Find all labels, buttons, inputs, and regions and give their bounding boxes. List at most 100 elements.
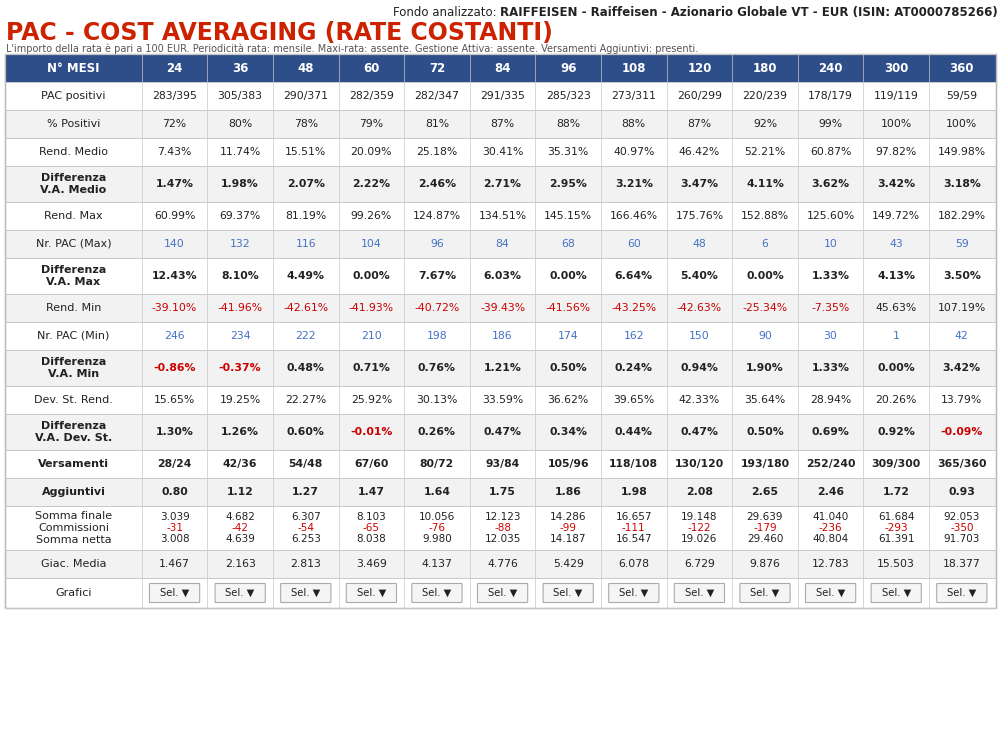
Text: 78%: 78% bbox=[294, 119, 318, 129]
FancyBboxPatch shape bbox=[871, 584, 921, 602]
Bar bbox=[5, 322, 996, 350]
Text: 8.103: 8.103 bbox=[356, 512, 386, 522]
Text: 60.99%: 60.99% bbox=[154, 211, 195, 221]
Text: 6.64%: 6.64% bbox=[615, 271, 653, 281]
Text: 4.13%: 4.13% bbox=[877, 271, 915, 281]
Text: 1.21%: 1.21% bbox=[484, 363, 522, 373]
Text: 2.22%: 2.22% bbox=[352, 179, 390, 189]
Text: -236: -236 bbox=[819, 523, 842, 533]
Bar bbox=[5, 258, 996, 294]
Text: 5.429: 5.429 bbox=[553, 559, 584, 569]
Text: 30: 30 bbox=[824, 331, 838, 341]
Text: -43.25%: -43.25% bbox=[611, 303, 656, 313]
FancyBboxPatch shape bbox=[543, 584, 593, 602]
Text: 273/311: 273/311 bbox=[611, 91, 656, 101]
Text: 0.60%: 0.60% bbox=[287, 427, 325, 437]
Text: Nr. PAC (Max): Nr. PAC (Max) bbox=[36, 239, 111, 249]
Text: Versamenti: Versamenti bbox=[38, 459, 109, 469]
Text: Sel. ▼: Sel. ▼ bbox=[225, 588, 255, 598]
FancyBboxPatch shape bbox=[149, 584, 200, 602]
Bar bbox=[5, 166, 996, 202]
Text: 1.98: 1.98 bbox=[620, 487, 647, 497]
Text: 87%: 87% bbox=[687, 119, 711, 129]
Text: 2.813: 2.813 bbox=[290, 559, 321, 569]
Text: 5.40%: 5.40% bbox=[680, 271, 718, 281]
Text: 2.95%: 2.95% bbox=[549, 179, 587, 189]
Text: 54/48: 54/48 bbox=[289, 459, 323, 469]
Text: 16.547: 16.547 bbox=[616, 534, 652, 544]
Bar bbox=[5, 350, 996, 386]
Text: 3.469: 3.469 bbox=[356, 559, 387, 569]
Text: 3.42%: 3.42% bbox=[877, 179, 915, 189]
Text: 6.078: 6.078 bbox=[618, 559, 649, 569]
Text: 1.90%: 1.90% bbox=[746, 363, 784, 373]
Bar bbox=[5, 294, 996, 322]
Text: % Positivi: % Positivi bbox=[47, 119, 100, 129]
Text: 41.040: 41.040 bbox=[812, 512, 849, 522]
Text: 100%: 100% bbox=[946, 119, 977, 129]
Text: 3.18%: 3.18% bbox=[943, 179, 981, 189]
Text: 42/36: 42/36 bbox=[223, 459, 257, 469]
Text: 222: 222 bbox=[295, 331, 316, 341]
Text: 309/300: 309/300 bbox=[872, 459, 921, 469]
Text: 0.44%: 0.44% bbox=[615, 427, 653, 437]
Text: 0.93: 0.93 bbox=[948, 487, 975, 497]
Text: 3.50%: 3.50% bbox=[943, 271, 981, 281]
Text: 16.657: 16.657 bbox=[616, 512, 652, 522]
Text: 61.391: 61.391 bbox=[878, 534, 914, 544]
Text: 100%: 100% bbox=[881, 119, 912, 129]
Text: 59/59: 59/59 bbox=[946, 91, 977, 101]
Text: 19.026: 19.026 bbox=[681, 534, 718, 544]
FancyBboxPatch shape bbox=[281, 584, 331, 602]
Text: 2.65: 2.65 bbox=[751, 487, 778, 497]
Text: 39.65%: 39.65% bbox=[613, 395, 654, 405]
Text: 7.67%: 7.67% bbox=[418, 271, 456, 281]
FancyBboxPatch shape bbox=[806, 584, 856, 602]
Text: 0.47%: 0.47% bbox=[484, 427, 522, 437]
Text: 69.37%: 69.37% bbox=[220, 211, 261, 221]
Text: 72: 72 bbox=[429, 62, 445, 75]
Text: 15.503: 15.503 bbox=[877, 559, 915, 569]
Text: 3.008: 3.008 bbox=[160, 534, 189, 544]
Text: 178/179: 178/179 bbox=[808, 91, 853, 101]
Text: 19.148: 19.148 bbox=[681, 512, 718, 522]
Text: 0.34%: 0.34% bbox=[549, 427, 587, 437]
Text: 4.11%: 4.11% bbox=[746, 179, 784, 189]
Text: RAIFFEISEN - Raiffeisen - Azionario Globale VT - EUR (ISIN: AT0000785266): RAIFFEISEN - Raiffeisen - Azionario Glob… bbox=[500, 6, 998, 19]
Text: 193/180: 193/180 bbox=[740, 459, 790, 469]
Text: Sel. ▼: Sel. ▼ bbox=[160, 588, 189, 598]
Bar bbox=[5, 450, 996, 478]
Text: 145.15%: 145.15% bbox=[544, 211, 592, 221]
FancyBboxPatch shape bbox=[674, 584, 724, 602]
Text: 87%: 87% bbox=[491, 119, 515, 129]
Text: Differenza
V.A. Medio: Differenza V.A. Medio bbox=[40, 173, 107, 195]
Text: -0.01%: -0.01% bbox=[350, 427, 393, 437]
Text: 3.21%: 3.21% bbox=[615, 179, 653, 189]
Text: 93/84: 93/84 bbox=[485, 459, 520, 469]
Text: 105/96: 105/96 bbox=[547, 459, 589, 469]
Text: 13.79%: 13.79% bbox=[941, 395, 982, 405]
Bar bbox=[5, 202, 996, 230]
Text: 1.467: 1.467 bbox=[159, 559, 190, 569]
Text: Sel. ▼: Sel. ▼ bbox=[882, 588, 911, 598]
Text: 42: 42 bbox=[955, 331, 969, 341]
Text: 99.26%: 99.26% bbox=[351, 211, 392, 221]
Text: 0.76%: 0.76% bbox=[418, 363, 456, 373]
Text: 220/239: 220/239 bbox=[742, 91, 787, 101]
Text: 81%: 81% bbox=[425, 119, 449, 129]
Text: Nr. PAC (Min): Nr. PAC (Min) bbox=[37, 331, 110, 341]
Text: 1.75: 1.75 bbox=[489, 487, 516, 497]
Text: 81.19%: 81.19% bbox=[285, 211, 326, 221]
Text: 20.09%: 20.09% bbox=[351, 147, 392, 157]
Text: 0.80: 0.80 bbox=[161, 487, 188, 497]
Text: 24: 24 bbox=[166, 62, 183, 75]
Text: 285/323: 285/323 bbox=[546, 91, 591, 101]
Text: Differenza
V.A. Min: Differenza V.A. Min bbox=[41, 357, 106, 379]
Text: 149.72%: 149.72% bbox=[872, 211, 920, 221]
Text: 182.29%: 182.29% bbox=[938, 211, 986, 221]
Text: 8.10%: 8.10% bbox=[221, 271, 259, 281]
Text: 132: 132 bbox=[230, 239, 250, 249]
Text: 282/359: 282/359 bbox=[349, 91, 394, 101]
Text: 0.94%: 0.94% bbox=[680, 363, 718, 373]
Text: 68: 68 bbox=[561, 239, 575, 249]
